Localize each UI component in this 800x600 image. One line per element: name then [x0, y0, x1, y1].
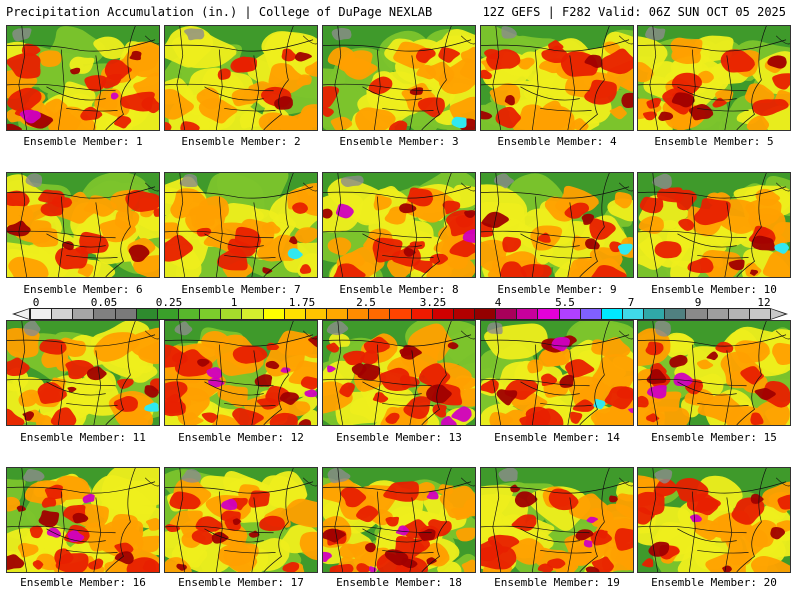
ensemble-member-label: Ensemble Member: 7 — [181, 283, 301, 296]
ensemble-map-panel — [480, 25, 634, 131]
ensemble-map-panel — [6, 172, 160, 278]
ensemble-map-panel — [480, 172, 634, 278]
colorbar-swatch — [452, 309, 474, 319]
colorbar-swatch — [72, 309, 94, 319]
model-run-info: 12Z GEFS | F282 Valid: 06Z SUN OCT 05 20… — [482, 5, 786, 19]
ensemble-member-label: Ensemble Member: 19 — [494, 576, 620, 589]
colorbar-swatch — [156, 309, 178, 319]
precip-colorbar — [30, 308, 770, 320]
ensemble-member-label: Ensemble Member: 16 — [20, 576, 146, 589]
colorbar-swatch — [495, 309, 517, 319]
colorbar-swatch — [93, 309, 115, 319]
colorbar-swatch — [537, 309, 559, 319]
colorbar-swatch — [325, 309, 348, 319]
colorbar-swatch — [473, 309, 496, 319]
ensemble-member-label: Ensemble Member: 14 — [494, 431, 620, 444]
colorbar-swatch — [177, 309, 200, 319]
ensemble-map-panel — [164, 25, 318, 131]
colorbar-swatch — [516, 309, 538, 319]
colorbar-swatch — [241, 309, 263, 319]
colorbar-swatch — [368, 309, 390, 319]
colorbar-swatch — [51, 309, 73, 319]
ensemble-member-label: Ensemble Member: 3 — [339, 135, 459, 148]
ensemble-map-panel — [480, 467, 634, 573]
ensemble-member-label: Ensemble Member: 18 — [336, 576, 462, 589]
colorbar-swatch — [283, 309, 305, 319]
colorbar-tick-label: 12 — [757, 296, 771, 309]
colorbar-tick-label: 1.75 — [288, 296, 316, 309]
colorbar-swatch — [431, 309, 453, 319]
ensemble-map-panel — [164, 320, 318, 426]
ensemble-member-label: Ensemble Member: 1 — [23, 135, 143, 148]
ensemble-map-panel — [164, 467, 318, 573]
ensemble-member-label: Ensemble Member: 12 — [178, 431, 304, 444]
colorbar-swatch — [114, 309, 136, 319]
ensemble-map-panel — [322, 467, 476, 573]
colorbar-tick-label: 0.25 — [155, 296, 183, 309]
ensemble-map-panel — [6, 467, 160, 573]
colorbar-swatch — [220, 309, 242, 319]
ensemble-map-panel — [637, 172, 791, 278]
colorbar-tick-label: 5.5 — [555, 296, 575, 309]
colorbar-tick-label: 3.25 — [419, 296, 447, 309]
colorbar-tick-label: 9 — [694, 296, 702, 309]
colorbar-swatch — [664, 309, 686, 319]
ensemble-map-panel — [322, 320, 476, 426]
ensemble-member-label: Ensemble Member: 15 — [651, 431, 777, 444]
ensemble-map-panel — [637, 320, 791, 426]
colorbar-swatch — [685, 309, 707, 319]
map-title: Precipitation Accumulation (in.) | Colle… — [6, 5, 433, 19]
colorbar-swatch — [600, 309, 622, 319]
ensemble-map-panel — [322, 25, 476, 131]
ensemble-member-label: Ensemble Member: 5 — [654, 135, 774, 148]
colorbar-tick-label: 4 — [494, 296, 502, 309]
colorbar-swatch — [727, 309, 749, 319]
ensemble-map-panel — [6, 320, 160, 426]
colorbar-swatch — [410, 309, 432, 319]
colorbar-swatch — [621, 309, 644, 319]
ensemble-member-label: Ensemble Member: 4 — [497, 135, 617, 148]
ensemble-map-panel — [164, 172, 318, 278]
colorbar-swatch — [304, 309, 326, 319]
colorbar-swatch — [30, 309, 52, 319]
colorbar-tick-label: 0.05 — [90, 296, 118, 309]
colorbar-tick-label: 0 — [32, 296, 40, 309]
ensemble-map-panel — [322, 172, 476, 278]
colorbar-swatch — [135, 309, 157, 319]
colorbar-swatch — [558, 309, 580, 319]
colorbar-swatch — [389, 309, 411, 319]
ensemble-member-label: Ensemble Member: 2 — [181, 135, 301, 148]
ensemble-map-panel — [637, 467, 791, 573]
ensemble-member-label: Ensemble Member: 11 — [20, 431, 146, 444]
colorbar-swatch — [199, 309, 221, 319]
ensemble-member-label: Ensemble Member: 8 — [339, 283, 459, 296]
colorbar-swatch — [643, 309, 665, 319]
colorbar-swatch — [347, 309, 369, 319]
ensemble-map-panel — [480, 320, 634, 426]
colorbar-swatch — [262, 309, 284, 319]
colorbar-swatch — [748, 309, 770, 319]
ensemble-member-label: Ensemble Member: 17 — [178, 576, 304, 589]
ensemble-map-panel — [637, 25, 791, 131]
ensemble-map-panel — [6, 25, 160, 131]
colorbar-left-arrow — [12, 308, 30, 320]
colorbar-tick-label: 7 — [627, 296, 635, 309]
colorbar-swatch — [706, 309, 728, 319]
ensemble-member-label: Ensemble Member: 13 — [336, 431, 462, 444]
colorbar-tick-label: 2.5 — [356, 296, 376, 309]
ensemble-member-label: Ensemble Member: 20 — [651, 576, 777, 589]
ensemble-member-label: Ensemble Member: 10 — [651, 283, 777, 296]
ensemble-member-label: Ensemble Member: 9 — [497, 283, 617, 296]
colorbar-tick-label: 1 — [230, 296, 238, 309]
ensemble-member-label: Ensemble Member: 6 — [23, 283, 143, 296]
colorbar-right-arrow — [770, 308, 788, 320]
colorbar-swatch — [579, 309, 601, 319]
